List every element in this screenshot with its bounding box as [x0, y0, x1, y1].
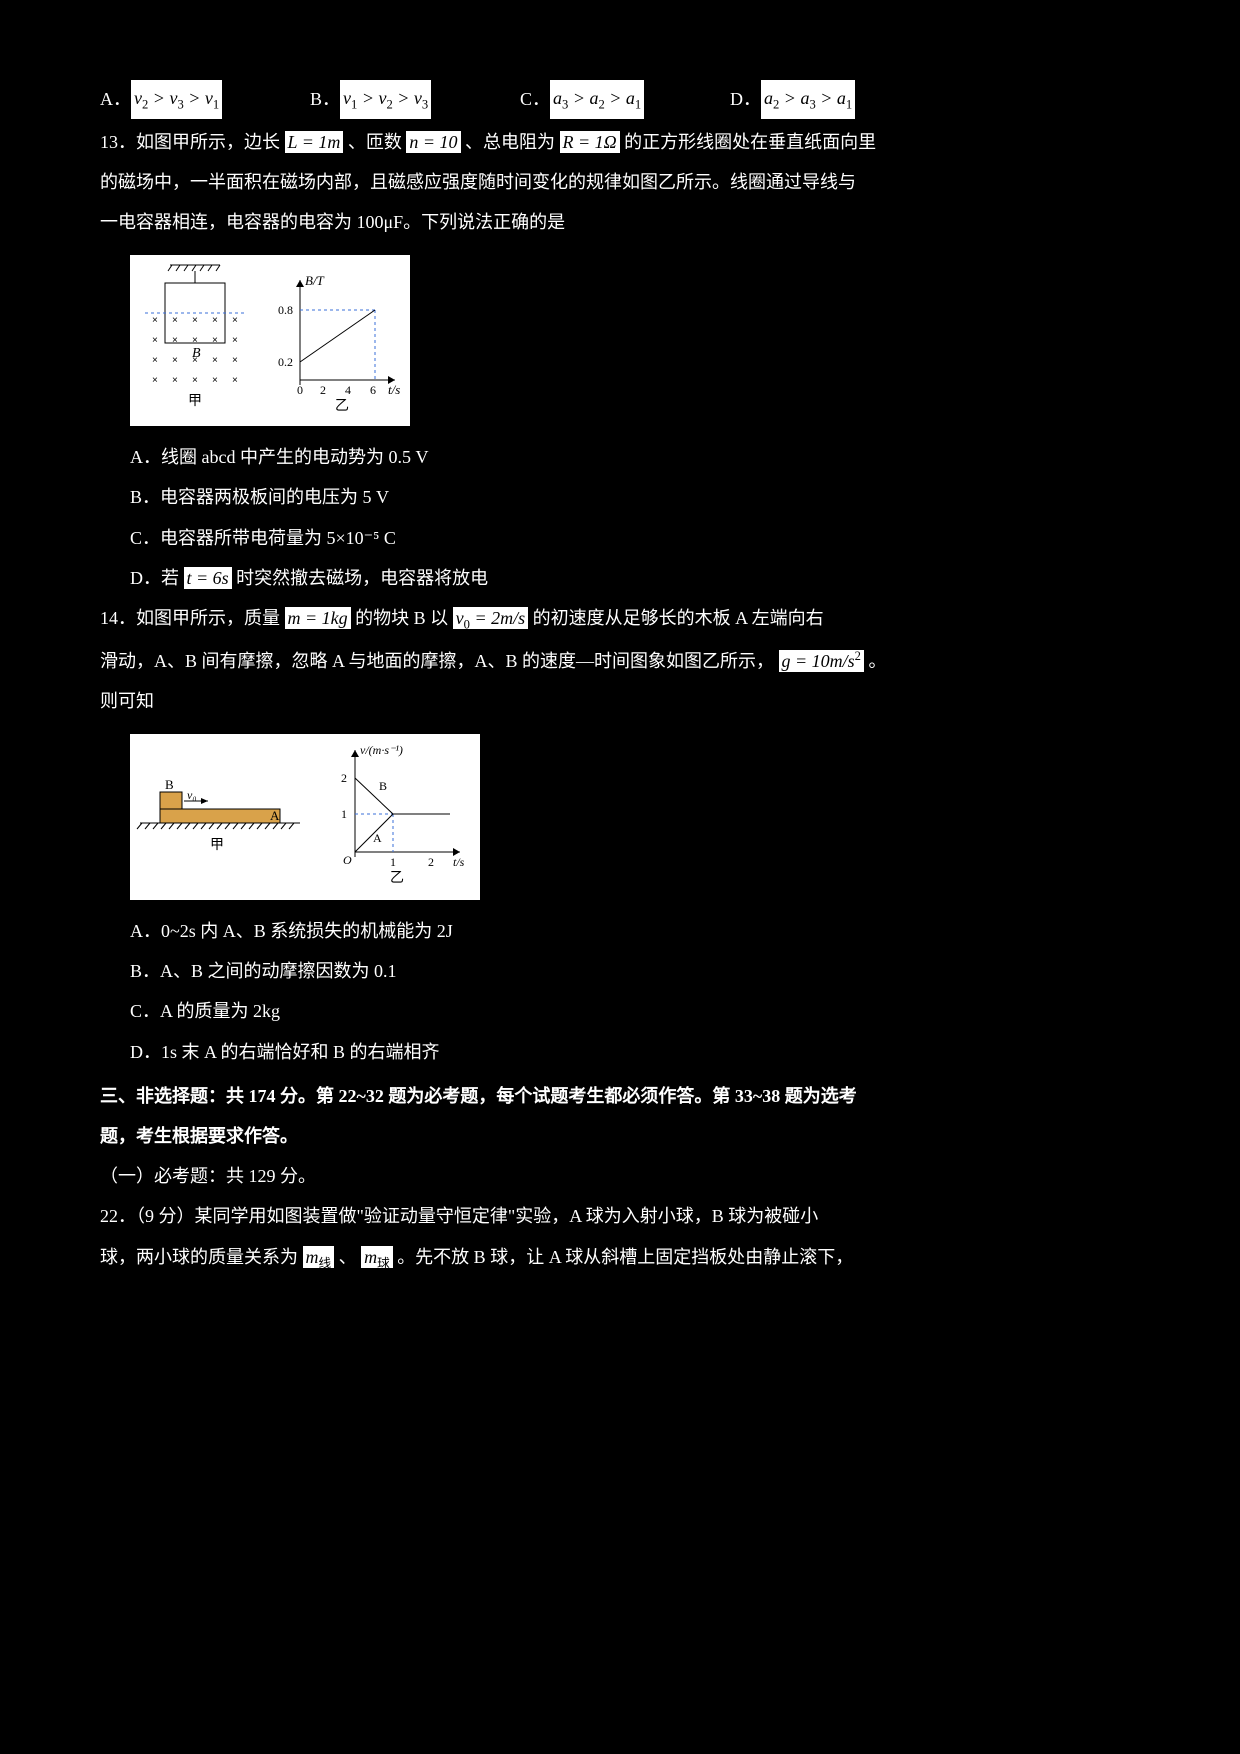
svg-text:×: ×	[172, 375, 178, 386]
svg-text:×: ×	[192, 315, 198, 326]
q14-text: 的初速度从足够长的木板 A 左端向右	[533, 608, 824, 628]
svg-text:1: 1	[390, 855, 396, 869]
q22-text: 球，两小球的质量关系为	[100, 1247, 298, 1267]
q13-line3: 一电容器相连，电容器的电容为 100μF。下列说法正确的是	[100, 205, 1140, 239]
q12-options: A． v2 > v3 > v1 B． v1 > v2 > v3 C． a3 > …	[100, 80, 1140, 119]
svg-text:0: 0	[297, 383, 303, 397]
q14-optC: C．A 的质量为 2kg	[100, 994, 1140, 1028]
q13-optB: B．电容器两极板间的电压为 5 V	[100, 480, 1140, 514]
q13-text: 、总电阻为	[465, 132, 555, 152]
svg-text:2: 2	[320, 383, 326, 397]
q13-optA: A．线圈 abcd 中产生的电动势为 0.5 V	[100, 440, 1140, 474]
q13-optD-text: D．若	[130, 568, 179, 588]
svg-text:×: ×	[232, 355, 238, 366]
q12-optB-label: B．	[310, 82, 340, 116]
q13-text: 、匝数	[348, 132, 402, 152]
svg-text:O: O	[343, 853, 352, 867]
q22-line2: 球，两小球的质量关系为 m线 、 m球 。先不放 B 球，让 A 球从斜槽上固定…	[100, 1240, 1140, 1277]
q13-line1: 13．如图甲所示，边长 L = 1m 、匝数 n = 10 、总电阻为 R = …	[100, 125, 1140, 159]
q14-figure: B A v₀ 甲	[130, 734, 480, 900]
svg-text:×: ×	[232, 375, 238, 386]
svg-text:×: ×	[192, 375, 198, 386]
svg-text:B: B	[192, 346, 201, 361]
q14-text: 滑动，A、B 间有摩擦，忽略 A 与地面的摩擦，A、B 的速度—时间图象如图乙所…	[100, 651, 774, 671]
q12-optA-label: A．	[100, 82, 131, 116]
q12-optB-formula: v1 > v2 > v3	[340, 80, 431, 119]
section-heading-1: 三、非选择题：共 174 分。第 22~32 题为必考题，每个试题考生都必须作答…	[100, 1079, 1140, 1113]
q14-text: 的物块 B 以	[355, 608, 448, 628]
svg-text:4: 4	[345, 383, 351, 397]
svg-text:×: ×	[172, 355, 178, 366]
q14-text: 。	[868, 651, 886, 671]
section-heading-2: 题，考生根据要求作答。	[100, 1119, 1140, 1153]
svg-text:×: ×	[172, 335, 178, 346]
q13-optC: C．电容器所带电荷量为 5×10⁻⁵ C	[100, 521, 1140, 555]
svg-text:×: ×	[212, 335, 218, 346]
svg-text:t/s: t/s	[453, 855, 465, 869]
svg-text:×: ×	[192, 335, 198, 346]
q12-optD-formula: a2 > a3 > a1	[761, 80, 855, 119]
q13-optD: D．若 t = 6s 时突然撤去磁场，电容器将放电	[100, 561, 1140, 595]
svg-text:×: ×	[232, 315, 238, 326]
svg-text:甲: 甲	[210, 838, 224, 853]
q12-optC-label: C．	[520, 82, 550, 116]
q13-optD-text: 时突然撤去磁场，电容器将放电	[236, 568, 488, 588]
svg-text:×: ×	[212, 315, 218, 326]
q14-text: 14．如图甲所示，质量	[100, 608, 280, 628]
svg-text:B: B	[165, 777, 174, 792]
svg-text:2: 2	[428, 855, 434, 869]
svg-text:0.8: 0.8	[278, 303, 293, 317]
q13-f3: R = 1Ω	[560, 131, 620, 153]
q14-optA: A．0~2s 内 A、B 系统损失的机械能为 2J	[100, 914, 1140, 948]
svg-text:0.2: 0.2	[278, 355, 293, 369]
svg-text:A: A	[270, 808, 280, 823]
q14-line1: 14．如图甲所示，质量 m = 1kg 的物块 B 以 v0 = 2m/s 的初…	[100, 601, 1140, 638]
svg-text:B: B	[379, 779, 387, 793]
svg-text:B/T: B/T	[305, 273, 325, 288]
q22-text: 。先不放 B 球，让 A 球从斜槽上固定挡板处由静止滚下，	[397, 1247, 853, 1267]
q14-f1: m = 1kg	[285, 607, 351, 629]
svg-text:×: ×	[152, 315, 158, 326]
q13-text: 13．如图甲所示，边长	[100, 132, 280, 152]
q22-text: 22．（9 分）某同学用如图装置做"验证动量守恒定律"实验，A 球为入射小球，B…	[100, 1206, 818, 1226]
q22-text: 、	[339, 1247, 357, 1267]
q14-optB: B．A、B 之间的动摩擦因数为 0.1	[100, 954, 1140, 988]
section-sub: （一）必考题：共 129 分。	[100, 1159, 1140, 1193]
q13-optD-formula: t = 6s	[184, 567, 232, 589]
q14-line2: 滑动，A、B 间有摩擦，忽略 A 与地面的摩擦，A、B 的速度—时间图象如图乙所…	[100, 644, 1140, 678]
q12-optC-formula: a3 > a2 > a1	[550, 80, 644, 119]
q12-optD-label: D．	[730, 82, 761, 116]
q12-optA-formula: v2 > v3 > v1	[131, 80, 222, 119]
svg-text:×: ×	[232, 335, 238, 346]
q14-optD: D．1s 末 A 的右端恰好和 B 的右端相齐	[100, 1035, 1140, 1069]
svg-text:A: A	[373, 831, 382, 845]
q22-line1: 22．（9 分）某同学用如图装置做"验证动量守恒定律"实验，A 球为入射小球，B…	[100, 1199, 1140, 1233]
q22-f2: m球	[361, 1246, 393, 1268]
q13-f1: L = 1m	[285, 131, 344, 153]
q14-f3: g = 10m/s2	[779, 650, 864, 672]
svg-text:v/(m·s⁻¹): v/(m·s⁻¹)	[360, 743, 403, 757]
svg-text:×: ×	[152, 375, 158, 386]
svg-text:6: 6	[370, 383, 376, 397]
svg-text:×: ×	[212, 375, 218, 386]
svg-text:×: ×	[172, 315, 178, 326]
svg-text:t/s: t/s	[388, 382, 400, 397]
q14-f2: v0 = 2m/s	[453, 607, 528, 629]
svg-text:×: ×	[152, 355, 158, 366]
svg-text:甲: 甲	[188, 394, 202, 409]
q14-line3: 则可知	[100, 684, 1140, 718]
q22-f1: m线	[303, 1246, 335, 1268]
q13-text: 的正方形线圈处在垂直纸面向里	[624, 132, 876, 152]
svg-text:1: 1	[341, 807, 347, 821]
svg-text:v₀: v₀	[187, 788, 197, 802]
q13-line2: 的磁场中，一半面积在磁场内部，且磁感应强度随时间变化的规律如图乙所示。线圈通过导…	[100, 165, 1140, 199]
q13-figure: ××××× ××××× ××××× ××××× B 甲 B/T t/s 0.8 …	[130, 255, 410, 426]
svg-text:2: 2	[341, 771, 347, 785]
svg-text:乙: 乙	[390, 870, 404, 886]
svg-text:×: ×	[152, 335, 158, 346]
svg-text:乙: 乙	[335, 398, 349, 414]
svg-text:×: ×	[212, 355, 218, 366]
q13-f2: n = 10	[406, 131, 460, 153]
